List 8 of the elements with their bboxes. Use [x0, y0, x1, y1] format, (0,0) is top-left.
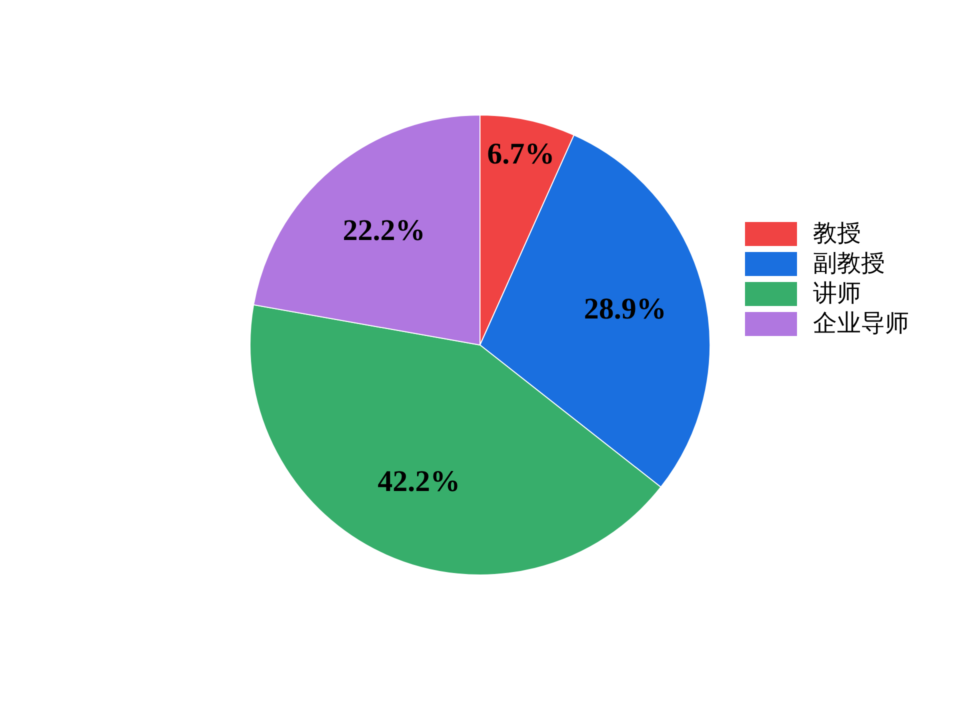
- legend-label: 企业导师: [813, 311, 909, 337]
- data-label: 6.7%: [487, 137, 555, 170]
- legend-label: 讲师: [813, 281, 861, 307]
- data-label: 28.9%: [584, 292, 666, 326]
- data-label: 22.2%: [342, 214, 426, 247]
- data-label: 42.2%: [378, 464, 460, 498]
- legend-label: 副教授: [813, 251, 885, 277]
- legend-label: 教授: [813, 221, 861, 247]
